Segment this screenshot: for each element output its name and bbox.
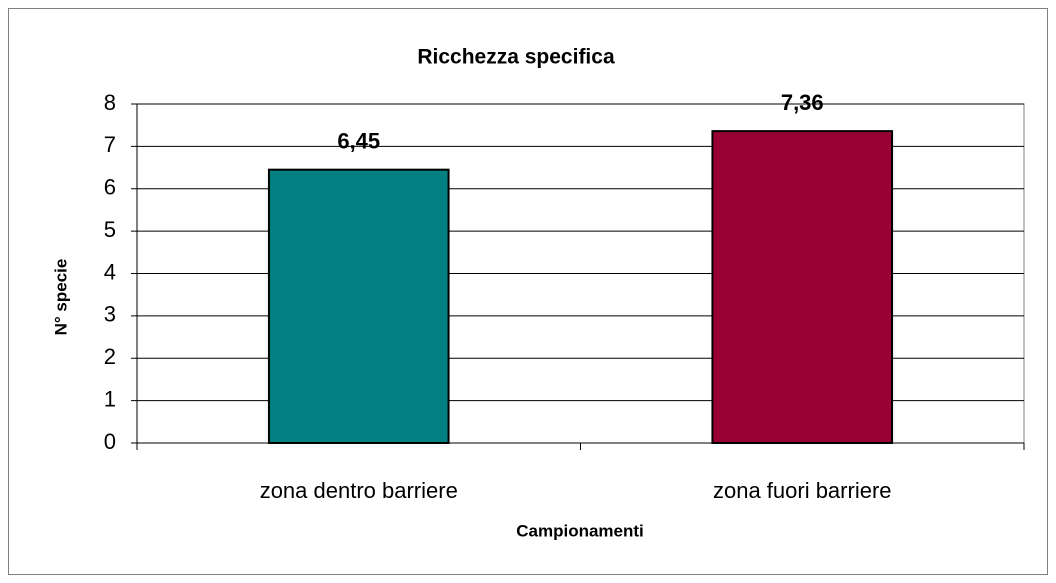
y-tick-label: 7 (104, 132, 116, 157)
x-axis-label: Campionamenti (516, 521, 644, 540)
chart-title: Ricchezza specifica (417, 46, 615, 69)
y-tick-label: 8 (104, 90, 116, 115)
x-tick-label: zona dentro barriere (260, 478, 458, 503)
bar (711, 130, 894, 444)
y-tick-label: 4 (104, 259, 116, 284)
y-tick-label: 3 (104, 302, 116, 327)
x-tick-label: zona fuori barriere (713, 478, 892, 503)
y-tick-label: 0 (104, 429, 116, 454)
bar (267, 168, 450, 444)
y-tick-label: 2 (104, 344, 116, 369)
y-tick-label: 6 (104, 175, 116, 200)
y-tick-label: 5 (104, 217, 116, 242)
y-axis-label: N° specie (51, 259, 70, 336)
data-label: 6,45 (337, 128, 380, 153)
y-tick-label: 1 (104, 386, 116, 411)
data-label: 7,36 (781, 90, 824, 115)
